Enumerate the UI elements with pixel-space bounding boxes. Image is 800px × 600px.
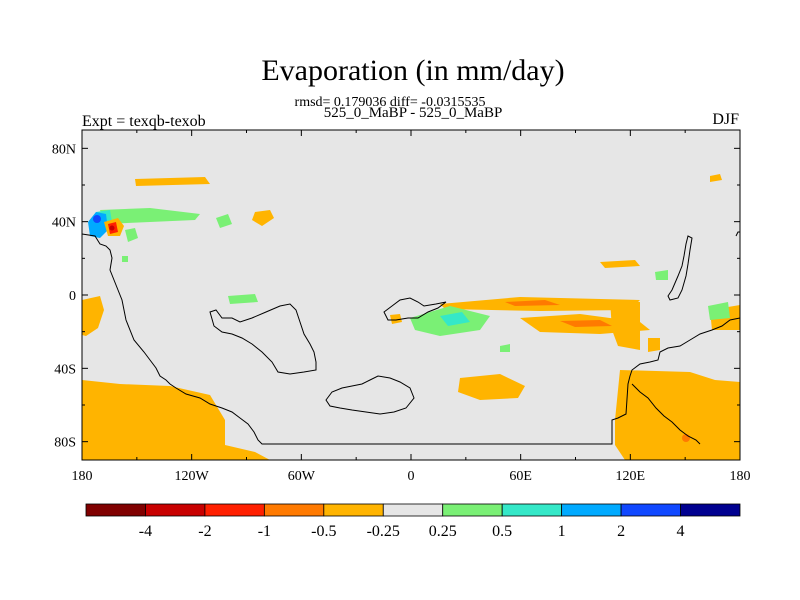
anomaly-region [560, 320, 612, 327]
colorbar-label: 1 [558, 523, 566, 540]
colorbar-bin [323, 503, 384, 517]
anomaly-region [122, 256, 128, 262]
y-tick-labels: 80N 40N 0 40S 80S [52, 142, 76, 450]
x-tick-label: 0 [408, 469, 415, 484]
colorbar-bin [620, 503, 681, 517]
anomaly-region [648, 338, 660, 352]
anomaly-region [390, 314, 402, 324]
colorbar-bin [145, 503, 206, 517]
x-tick-label: 180 [72, 469, 93, 484]
y-tick-label: 40N [52, 216, 76, 231]
y-tick-label: 40S [54, 362, 76, 377]
anomaly-region [82, 380, 270, 460]
colorbar-label: 2 [617, 523, 625, 540]
negative-anomaly-regions [82, 174, 740, 460]
colorbar-label: 0.5 [492, 523, 512, 540]
season-label: DJF [712, 111, 739, 128]
coastlines [82, 231, 740, 445]
anomaly-region [505, 300, 560, 306]
x-tick-label: 120W [175, 469, 210, 484]
coastline [735, 231, 740, 237]
map-area [82, 130, 740, 460]
colorbar-label: -2 [198, 523, 211, 540]
anomaly-region [710, 174, 722, 182]
anomaly-region [610, 300, 640, 350]
coastline [209, 303, 317, 375]
y-tick-label: 0 [69, 289, 76, 304]
colorbar-bin [263, 503, 325, 517]
colorbar-label: -0.25 [367, 523, 400, 540]
y-tick-label: 80N [52, 142, 76, 157]
anomaly-region [100, 208, 200, 224]
anomaly-spot [682, 434, 690, 442]
coastline [631, 383, 701, 445]
anomaly-region [88, 212, 108, 238]
anomaly-region [82, 296, 104, 336]
anomaly-region [216, 214, 232, 228]
x-tick-label: 180 [730, 469, 751, 484]
colorbar-label: -0.5 [311, 523, 336, 540]
anomaly-spot [93, 215, 101, 223]
colorbar-label: -1 [258, 523, 271, 540]
colorbar-bin [204, 503, 265, 517]
x-tick-labels: 180 120W 60W 0 60E 120E 180 [72, 469, 751, 484]
northwest-hotspot [88, 212, 124, 238]
x-tick-label: 60W [288, 469, 316, 484]
anomaly-region [655, 270, 668, 280]
coastline [325, 375, 415, 415]
colorbar-labels: -4 -2 -1 -0.5 -0.25 0.25 0.5 1 2 4 [139, 523, 685, 540]
coastline [82, 233, 740, 445]
anomaly-region [440, 312, 470, 326]
anomaly-region [615, 370, 740, 460]
chart-title: Evaporation (in mm/day) [261, 54, 565, 87]
colorbar-label: 0.25 [429, 523, 457, 540]
anomaly-region [500, 344, 510, 352]
colorbar-bin [501, 503, 563, 517]
axis-ticks [81, 130, 741, 460]
x-tick-label: 60E [509, 469, 532, 484]
anomaly-region [135, 177, 210, 186]
colorbar-bin [680, 503, 741, 517]
period-line: 525_0_MaBP - 525_0_MaBP [323, 105, 503, 121]
anomaly-region [708, 302, 730, 320]
experiment-label: Expt = texqb-texob [82, 113, 206, 130]
colorbar-bin [561, 503, 622, 517]
stats-line: rmsd= 0.179036 diff= -0.0315535 [294, 95, 486, 110]
x-tick-label: 120E [616, 469, 646, 484]
anomaly-region [458, 374, 525, 400]
coastline [383, 297, 447, 321]
colorbar [85, 503, 741, 517]
anomaly-spot [109, 225, 115, 231]
anomaly-region [252, 210, 274, 226]
colorbar-bin [442, 503, 503, 517]
colorbar-bin [85, 503, 146, 517]
anomaly-region [600, 260, 640, 268]
anomaly-region [228, 294, 258, 304]
colorbar-label: -4 [139, 523, 152, 540]
anomaly-region [125, 228, 138, 242]
coastline [667, 235, 693, 301]
y-tick-label: 80S [54, 436, 76, 451]
colorbar-label: 4 [677, 523, 685, 540]
moderate-anomaly-cores [505, 300, 690, 442]
colorbar-bin [382, 503, 444, 517]
